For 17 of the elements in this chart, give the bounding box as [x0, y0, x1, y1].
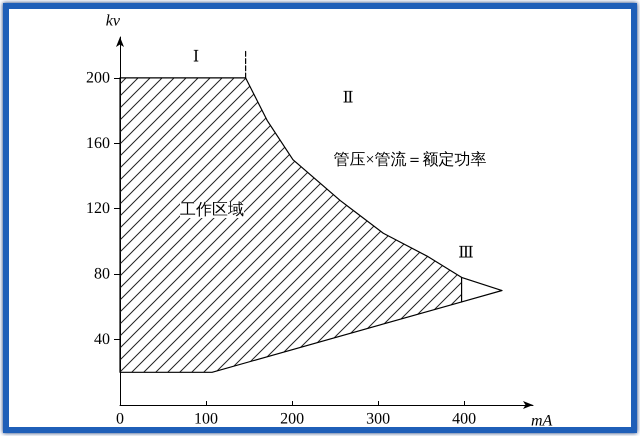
- x-axis-title: mA: [531, 412, 553, 430]
- x-tick-label: 0: [116, 410, 124, 428]
- y-tick-label: 160: [86, 134, 110, 152]
- annotation: 管压×管流＝额定功率: [333, 150, 487, 168]
- annotation: 工作区域: [180, 200, 244, 218]
- x-tick-label: 400: [452, 410, 476, 428]
- y-tick-label: 80: [94, 266, 110, 283]
- annotation: Ⅰ: [192, 48, 200, 66]
- x-tick-label: 100: [194, 410, 218, 428]
- annotation: Ⅲ: [458, 244, 474, 262]
- annotation: Ⅱ: [342, 90, 354, 106]
- x-tick-label: 300: [366, 410, 390, 428]
- y-tick-label: 40: [94, 331, 110, 348]
- y-tick-label: 200: [86, 69, 110, 86]
- y-axis-title: kv: [106, 12, 121, 30]
- y-tick-label: 120: [86, 200, 110, 218]
- x-tick-label: 200: [280, 410, 304, 428]
